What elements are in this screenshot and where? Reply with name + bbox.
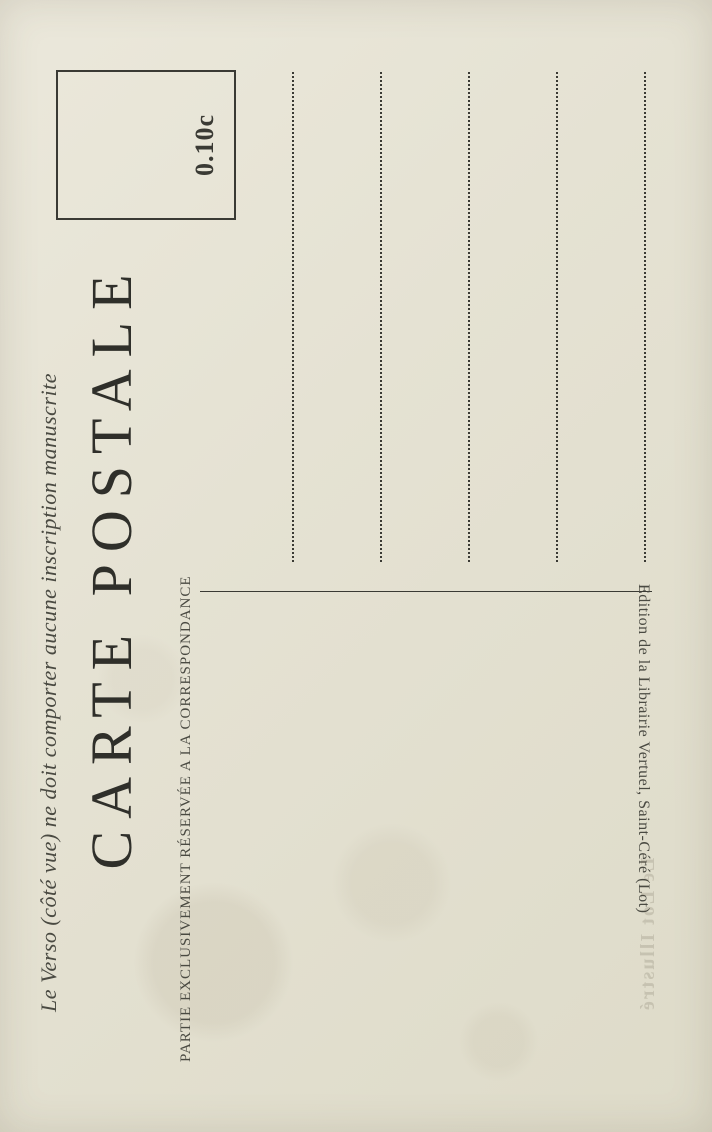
address-lines: [292, 72, 712, 562]
address-line: [556, 72, 558, 562]
address-line: [292, 72, 294, 562]
stamp-price: 0.10c: [190, 72, 220, 218]
verso-instruction: Le Verso (côté vue) ne doit comporter au…: [36, 373, 62, 1012]
correspondence-note: PARTIE EXCLUSIVEMENT RÉSERVÉE A LA CORRE…: [178, 575, 195, 1062]
center-divider: [200, 591, 652, 592]
address-line: [468, 72, 470, 562]
print-layer: Le Verso (côté vue) ne doit comporter au…: [0, 0, 712, 1132]
stamp-box: 0.10c: [56, 70, 236, 220]
address-line: [380, 72, 382, 562]
bleed-through-text: Le Lot Illustré: [637, 858, 660, 1012]
postcard-title: CARTE POSTALE: [78, 262, 145, 869]
postcard-back: Le Verso (côté vue) ne doit comporter au…: [0, 0, 712, 1132]
address-line: [644, 72, 646, 562]
